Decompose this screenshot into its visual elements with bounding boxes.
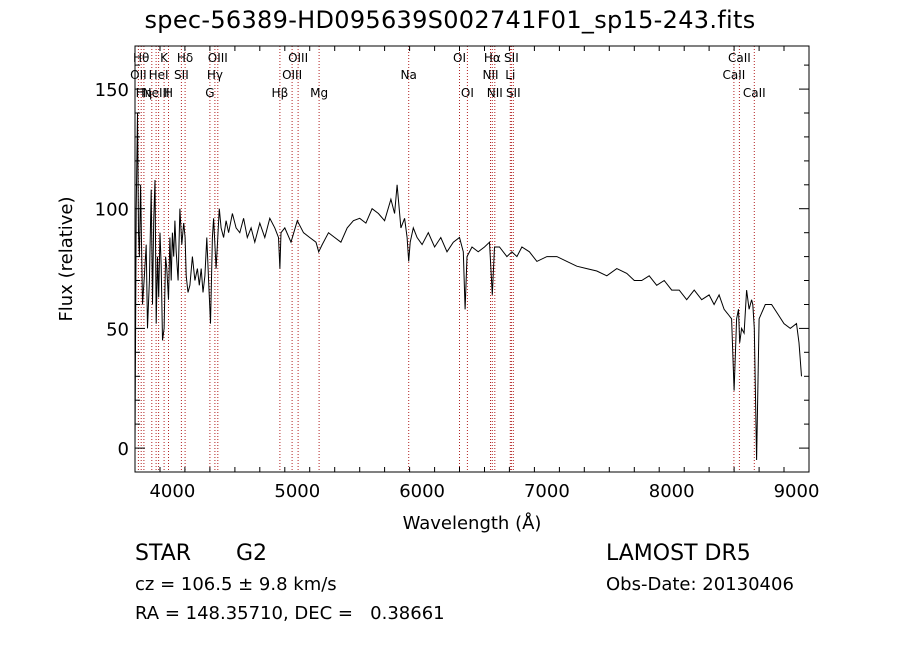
spectral-line-label: Mg (310, 86, 328, 100)
y-tick-label: 0 (118, 439, 129, 460)
spectral-line-label: HeI (149, 68, 169, 82)
y-axis-label: Flux (relative) (56, 196, 77, 321)
x-tick-label: 5000 (274, 481, 320, 502)
spectral-line-label: Hδ (177, 51, 193, 65)
x-tick-label: 6000 (399, 481, 445, 502)
spectral-line-label: OI (461, 86, 474, 100)
axis-layer: 4000 5000 6000 7000 8000 9000 0 50 100 150 (95, 46, 820, 502)
spectral-line-label: Hη (136, 86, 153, 100)
redshift-readout: cz = 106.5 ± 9.8 km/s (135, 574, 337, 595)
spectral-line-label: NeIII (143, 86, 170, 100)
line-marker-layer (137, 46, 755, 472)
spectral-line-label: H (164, 86, 173, 100)
survey-name: LAMOST DR5 (606, 541, 751, 566)
spectral-line-label: Hθ (133, 51, 149, 65)
coordinates: RA = 148.35710, DEC = 0.38661 (135, 603, 445, 624)
object-class: STAR (135, 541, 192, 566)
x-tick-label: 8000 (649, 481, 695, 502)
spectral-line-label: SII (504, 51, 519, 65)
spectral-line-label: OI (453, 51, 466, 65)
spectral-line-label: CaII (743, 86, 766, 100)
spectral-line-label: Hγ (207, 68, 223, 82)
x-axis-label: Wavelength (Å) (403, 512, 542, 534)
spectral-line-label: SII (174, 68, 189, 82)
spectrum-line (134, 112, 802, 461)
spectral-line-label: OIII (282, 68, 302, 82)
spectral-line-label: OIII (208, 51, 228, 65)
spectral-line-label: CaII (722, 68, 745, 82)
plot-frame (134, 45, 810, 473)
x-tick-label: 4000 (149, 481, 195, 502)
x-tick-label: 9000 (774, 481, 820, 502)
spectral-line-label: Hβ (272, 86, 289, 100)
spectral-line-label: NII (487, 86, 503, 100)
y-tick-label: 50 (106, 319, 129, 340)
spectral-line-label: Hα (484, 51, 501, 65)
object-subclass: G2 (236, 541, 268, 566)
spectral-line-label: NII (482, 68, 498, 82)
spectral-line-label: G (205, 86, 214, 100)
spectral-line-label: OII (130, 68, 147, 82)
spectral-line-label: OIII (288, 51, 308, 65)
y-tick-label: 150 (95, 80, 129, 101)
chart-title: spec-56389-HD095639S002741F01_sp15-243.f… (144, 6, 756, 34)
x-tick-label: 7000 (524, 481, 570, 502)
spectral-line-label: CaII (728, 51, 751, 65)
spectral-line-label: Li (505, 68, 515, 82)
obs-date: Obs-Date: 20130406 (606, 574, 794, 595)
y-tick-label: 100 (95, 200, 129, 221)
spectral-line-label: Na (401, 68, 417, 82)
spectral-line-label: SII (506, 86, 521, 100)
spectral-line-label: K (160, 51, 169, 65)
line-label-layer: OIIHθHηNeIIIHeIKHSIIHδGHγOIIIHβOIIIOIIIM… (130, 51, 766, 100)
